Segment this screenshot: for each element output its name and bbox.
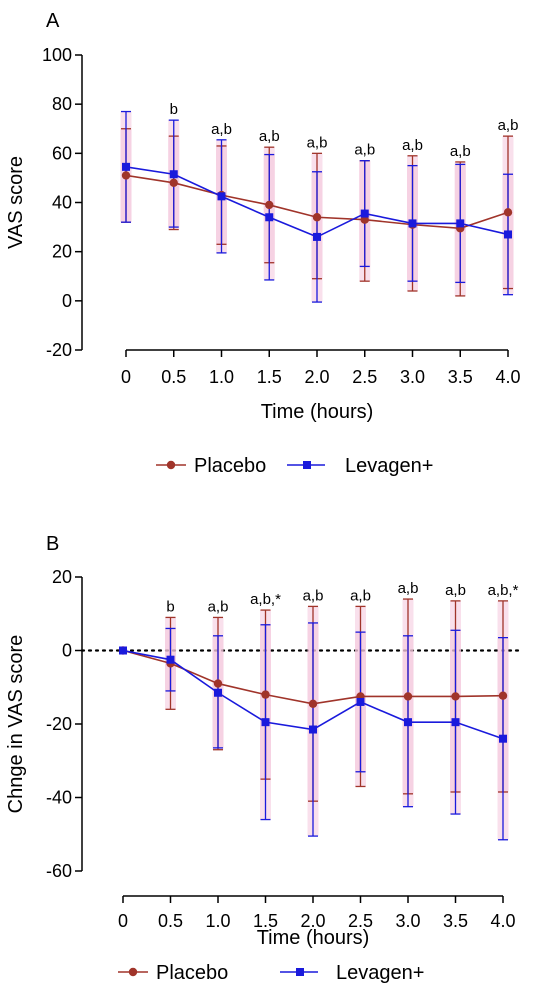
placebo-point bbox=[312, 213, 322, 222]
placebo-point bbox=[261, 690, 270, 699]
levagen-point bbox=[166, 655, 175, 664]
y-tick-label: 20 bbox=[52, 242, 72, 262]
panel-letter: A bbox=[46, 10, 60, 32]
levagen-point bbox=[122, 162, 130, 171]
levagen-point bbox=[313, 232, 321, 241]
significance-label: a,b bbox=[498, 117, 519, 134]
x-tick-label: 1.5 bbox=[253, 911, 278, 931]
y-tick-label: 40 bbox=[52, 193, 72, 213]
x-tick-label: 0.5 bbox=[161, 367, 186, 387]
levagen-point bbox=[217, 192, 226, 201]
legend-placebo-label: Placebo bbox=[156, 962, 228, 984]
placebo-point bbox=[498, 691, 508, 700]
placebo-point bbox=[213, 679, 223, 688]
levagen-point bbox=[504, 230, 512, 239]
legend-placebo-label: Placebo bbox=[194, 455, 266, 477]
legend-placebo-marker bbox=[166, 460, 176, 470]
x-tick-label: 0.5 bbox=[158, 911, 183, 931]
significance-label: b bbox=[166, 598, 174, 615]
levagen-point bbox=[119, 646, 127, 655]
x-axis-title: Time (hours) bbox=[257, 927, 370, 949]
significance-label: a,b bbox=[350, 587, 371, 604]
x-tick-label: 1.5 bbox=[257, 367, 282, 387]
levagen-point bbox=[499, 734, 507, 743]
levagen-point bbox=[214, 688, 222, 697]
y-tick-label: -40 bbox=[46, 788, 72, 808]
x-tick-label: 2.5 bbox=[348, 911, 373, 931]
significance-label: a,b,* bbox=[250, 591, 281, 608]
legend-levagen-label: Levagen+ bbox=[336, 962, 424, 984]
significance-label: a,b bbox=[259, 128, 280, 145]
significance-label: a,b bbox=[307, 134, 328, 151]
levagen-point bbox=[451, 718, 460, 727]
levagen-point bbox=[456, 219, 465, 228]
placebo-point bbox=[121, 171, 131, 180]
significance-label: b bbox=[170, 101, 178, 118]
y-tick-label: 100 bbox=[42, 45, 72, 65]
x-tick-label: 3.5 bbox=[448, 367, 473, 387]
significance-label: a,b bbox=[402, 137, 423, 154]
legend-levagen-label: Levagen+ bbox=[345, 455, 433, 477]
x-tick-label: 3.0 bbox=[400, 367, 425, 387]
y-tick-label: 20 bbox=[52, 567, 72, 587]
x-tick-label: 3.5 bbox=[443, 911, 468, 931]
x-axis-title: Time (hours) bbox=[261, 401, 374, 423]
y-tick-label: 0 bbox=[62, 641, 72, 661]
y-axis-title: VAS score bbox=[5, 156, 27, 249]
placebo-point bbox=[503, 208, 513, 217]
y-tick-label: -20 bbox=[46, 714, 72, 734]
y-tick-label: 0 bbox=[62, 291, 72, 311]
placebo-point bbox=[451, 692, 460, 701]
significance-label: a,b bbox=[450, 143, 471, 160]
legend-levagen-marker bbox=[296, 968, 304, 976]
x-tick-label: 2.5 bbox=[352, 367, 377, 387]
x-tick-label: 1.0 bbox=[209, 367, 234, 387]
significance-label: a,b bbox=[354, 142, 375, 159]
x-tick-label: 2.0 bbox=[304, 367, 329, 387]
panel-letter: B bbox=[46, 533, 59, 555]
panel-b: B -60 -40 -20 0 20 0 0.5 1.0 1.5 2.0 2.5 3.0 3.5 4.0 Ti… bbox=[5, 533, 521, 984]
y-axis-title: Chnge in VAS score bbox=[5, 635, 27, 814]
levagen-point bbox=[309, 725, 317, 734]
placebo-point bbox=[265, 200, 274, 210]
x-tick-label: 4.0 bbox=[490, 911, 515, 931]
x-tick-label: 2.0 bbox=[300, 911, 325, 931]
levagen-point bbox=[265, 213, 274, 222]
significance-label: a,b bbox=[445, 582, 466, 599]
y-tick-label: -20 bbox=[46, 340, 72, 360]
significance-label: a,b bbox=[208, 598, 229, 615]
x-tick-label: 0 bbox=[118, 911, 128, 931]
x-tick-label: 0 bbox=[121, 367, 131, 387]
significance-label: a,b bbox=[398, 580, 419, 597]
levagen-point bbox=[261, 718, 270, 727]
significance-label: a,b bbox=[211, 121, 232, 138]
x-tick-label: 1.0 bbox=[205, 911, 230, 931]
significance-label: a,b,* bbox=[488, 582, 519, 599]
levagen-point bbox=[408, 219, 417, 228]
y-tick-label: -60 bbox=[46, 861, 72, 881]
y-tick-label: 80 bbox=[52, 94, 72, 114]
y-tick-label: 60 bbox=[52, 143, 72, 163]
placebo-point bbox=[308, 699, 318, 708]
levagen-point bbox=[404, 718, 412, 727]
legend-placebo-marker bbox=[128, 967, 138, 977]
placebo-point bbox=[169, 178, 178, 188]
levagen-point bbox=[169, 170, 178, 179]
levagen-point bbox=[356, 697, 365, 706]
levagen-point bbox=[360, 209, 369, 218]
x-tick-label: 4.0 bbox=[495, 367, 520, 387]
legend-levagen-marker bbox=[303, 461, 311, 469]
significance-label: a,b bbox=[303, 587, 324, 604]
placebo-point bbox=[360, 215, 369, 224]
placebo-point bbox=[403, 692, 413, 701]
panel-a: A -20 0 20 40 60 80 100 0 0.5 1.0 1.5 2.0 2.5 3.0 3.5 4.… bbox=[5, 10, 521, 477]
x-tick-label: 3.0 bbox=[395, 911, 420, 931]
